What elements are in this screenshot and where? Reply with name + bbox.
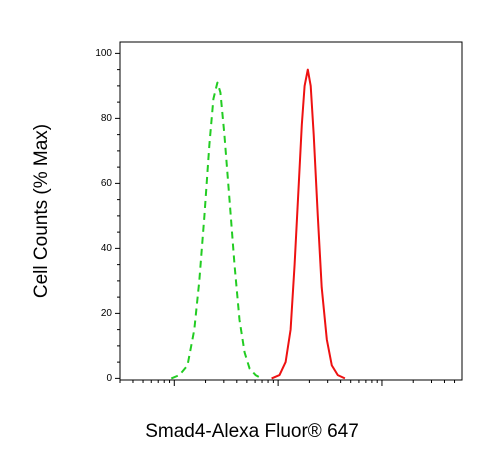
series-line [271,68,346,380]
y-tick-label: 20 [101,308,113,319]
x-axis-label: Smad4-Alexa Fluor® 647 [145,421,359,442]
y-tick-label: 80 [101,113,113,124]
y-tick-label: 100 [95,48,112,59]
series-line [170,81,263,380]
y-tick-label: 0 [106,373,112,384]
y-tick-label: 40 [101,243,113,254]
y-tick-label: 60 [101,178,113,189]
plot-frame [119,41,463,381]
y-axis-label: Cell Counts (% Max) [31,124,52,298]
